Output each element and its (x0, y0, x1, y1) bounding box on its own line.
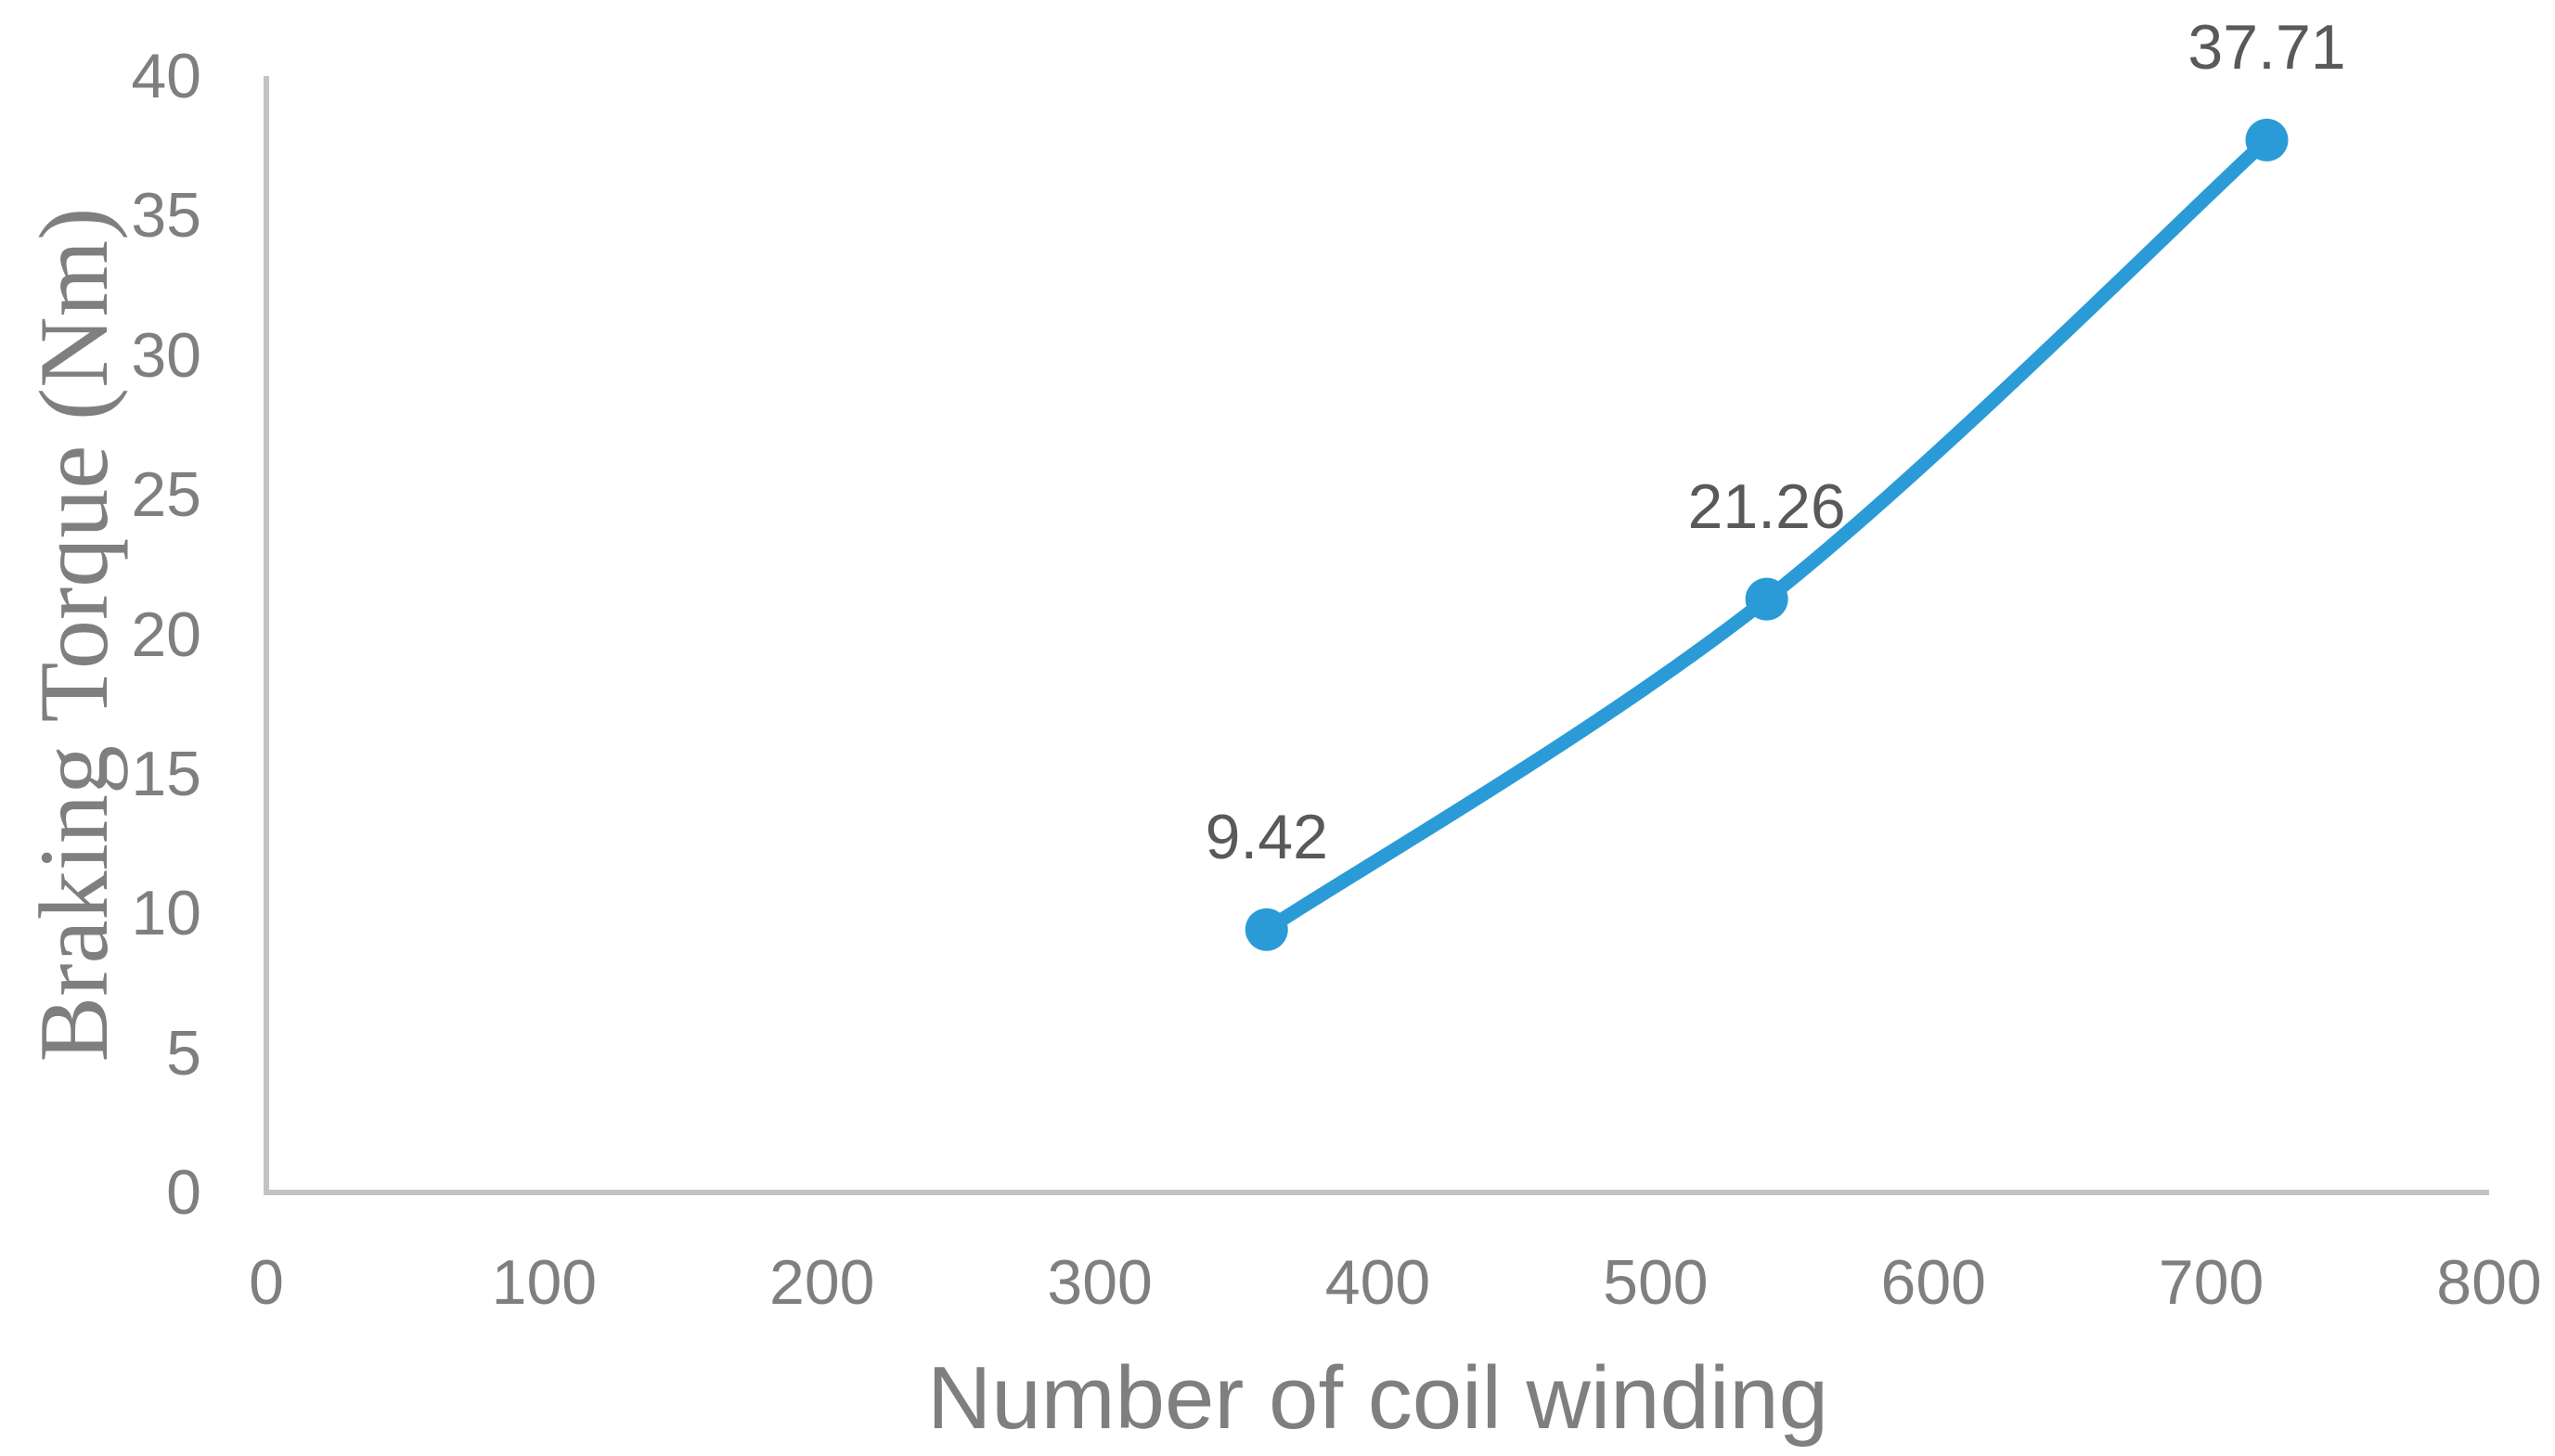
data-point-marker (1245, 908, 1288, 951)
y-axis-title: Braking Torque (Nm) (19, 207, 128, 1062)
data-point-marker (1745, 577, 1788, 621)
data-point-marker (2245, 118, 2289, 161)
series-line (1259, 133, 2274, 937)
x-axis-title: Number of coil winding (926, 1348, 1829, 1448)
